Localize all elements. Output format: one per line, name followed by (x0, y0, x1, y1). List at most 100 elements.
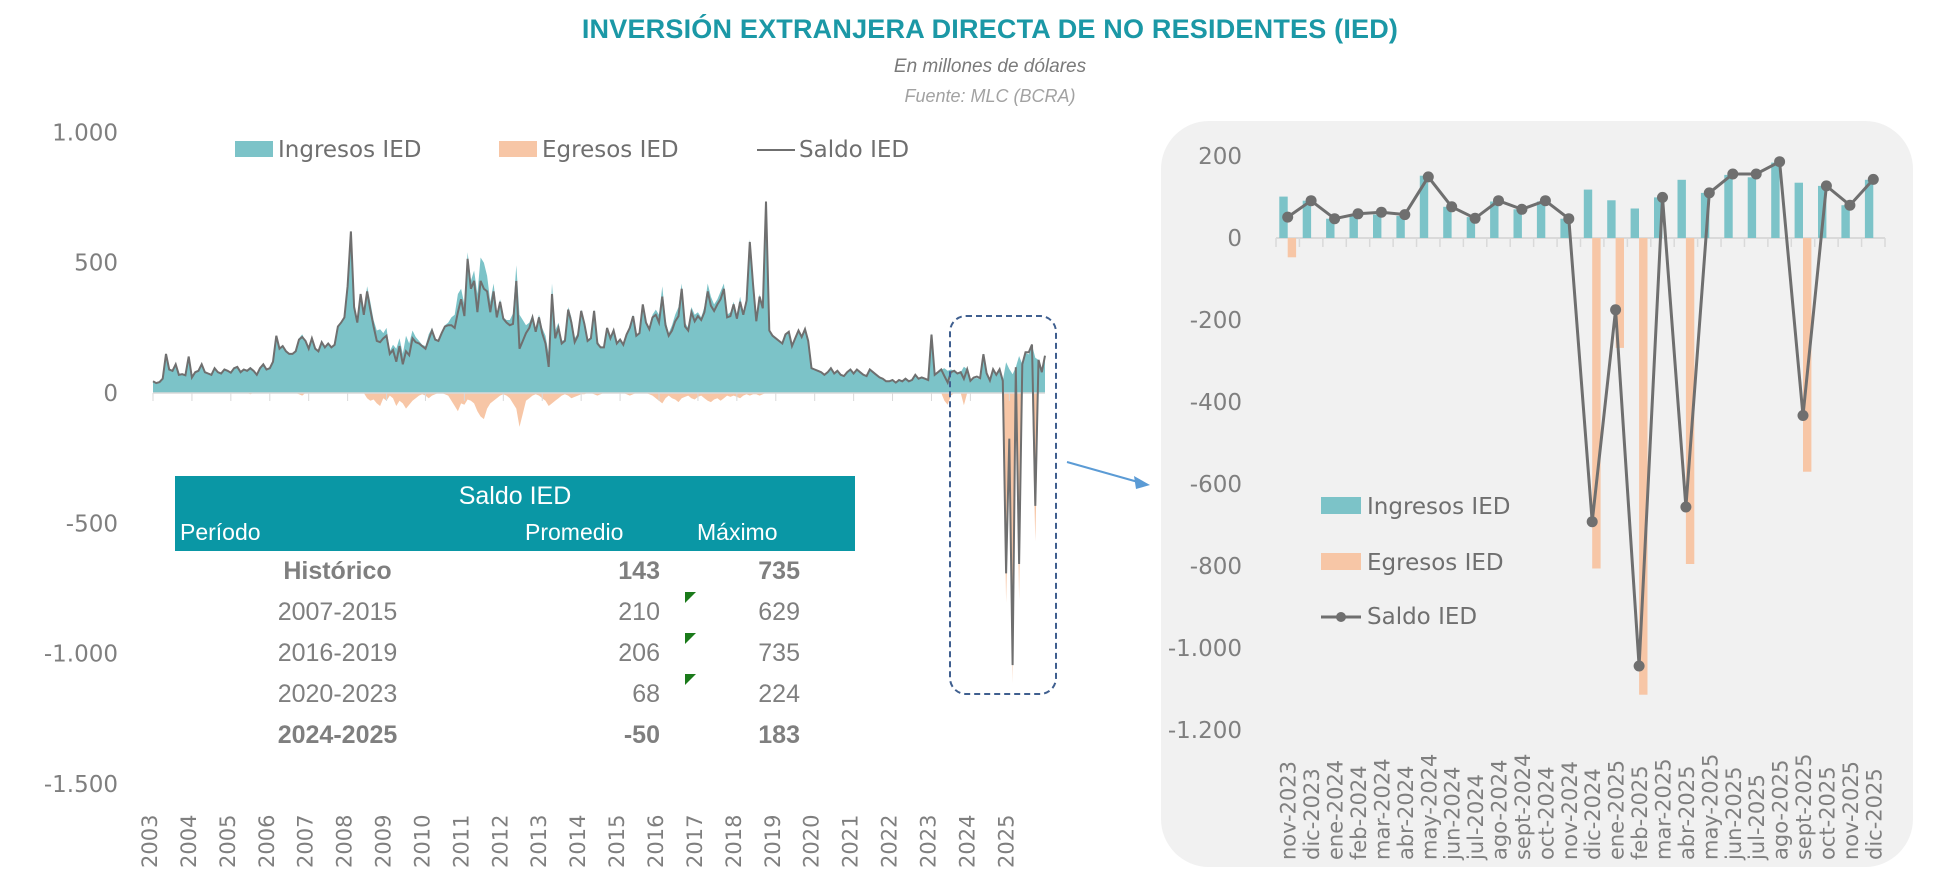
ingresos-bar (1536, 201, 1546, 238)
x-tick-label: mar-2025 (1651, 758, 1675, 860)
x-tick-label: oct-2025 (1815, 766, 1839, 860)
cell-period: 2024-2025 (277, 721, 398, 749)
x-tick-label: 2022 (878, 815, 902, 868)
y-tick-label: 0 (1227, 226, 1242, 252)
error-flag-icon (685, 674, 696, 685)
cell-period: 2016-2019 (277, 639, 398, 667)
ingresos-bar (1724, 174, 1733, 238)
ingresos-bar (1677, 179, 1686, 238)
legend-swatch-egresos (1321, 553, 1361, 570)
stats-table-body: Histórico 143 735 2007-2015 210 629 2016… (175, 551, 855, 756)
cell-average: -50 (623, 721, 660, 749)
legend-swatch-ingresos (235, 141, 273, 157)
legend-label-saldo: Saldo IED (1367, 604, 1477, 630)
stats-table-header: Saldo IED Período Promedio Máximo (175, 476, 855, 551)
ingresos-bar (1443, 206, 1452, 238)
legend-swatch-egresos (499, 141, 537, 157)
legend-marker-saldo (1336, 612, 1346, 622)
ingresos-area (153, 201, 1045, 393)
y-tick-label: -500 (66, 511, 118, 537)
x-tick-label: 2023 (916, 815, 940, 868)
x-tick-label: 2011 (449, 815, 473, 868)
egresos-bar (1615, 238, 1624, 348)
ingresos-bar (1466, 217, 1476, 238)
ingresos-bar (1864, 179, 1874, 238)
ingresos-bar (1560, 218, 1569, 238)
ingresos-bar (1583, 189, 1593, 238)
saldo-point (1657, 191, 1668, 203)
detail-chart: 200 0 -200 -400 -600 -800 -1.000 -1.200 nov-2023… (1168, 144, 1886, 861)
saldo-point (1820, 180, 1832, 192)
y-tick-label: -600 (1190, 472, 1242, 498)
y-tick-label: 200 (1198, 144, 1242, 170)
x-tick-label: sept-2025 (1792, 754, 1816, 860)
x-tick-label: 2024 (955, 815, 979, 868)
saldo-point (1516, 203, 1528, 215)
saldo-point (1633, 660, 1645, 672)
saldo-point (1399, 209, 1411, 221)
ingresos-bar (1513, 209, 1522, 238)
x-tick-label: 2019 (761, 815, 785, 868)
chart-title: INVERSIÓN EXTRANJERA DIRECTA DE NO RESID… (581, 14, 1399, 44)
col-header-period: Período (180, 519, 261, 545)
saldo-point (1493, 195, 1504, 207)
cell-average: 206 (618, 639, 660, 667)
x-tick-label: 2006 (255, 815, 279, 868)
cell-period: Histórico (283, 557, 392, 585)
egresos-bar (1639, 238, 1648, 695)
error-flag-icon (685, 633, 696, 644)
stats-table: Saldo IED Período Promedio Máximo Histór… (175, 476, 855, 756)
x-tick-label: 2007 (294, 815, 318, 868)
egresos-bar (1592, 238, 1601, 569)
ingresos-bar (1841, 205, 1850, 238)
saldo-point (1797, 410, 1809, 421)
x-tick-label: abr-2024 (1394, 765, 1418, 860)
x-tick-label: jul-2025 (1745, 774, 1769, 861)
x-tick-label: 2017 (683, 815, 707, 868)
legend-label-ingresos: Ingresos IED (278, 137, 421, 163)
x-tick-label: 2025 (994, 815, 1018, 868)
x-tick-label: nov-2024 (1558, 761, 1582, 860)
ingresos-bar (1326, 218, 1335, 238)
cell-max: 183 (758, 721, 800, 749)
ingresos-bar (1302, 200, 1312, 238)
saldo-point (1305, 195, 1317, 207)
col-header-average: Promedio (525, 519, 624, 545)
ingresos-bar (1349, 214, 1358, 238)
error-flag-icon (685, 592, 696, 603)
arrow-icon (1066, 461, 1150, 489)
table-row: 2020-2023 68 224 (175, 674, 855, 715)
saldo-point (1422, 171, 1434, 183)
cell-average: 143 (618, 557, 660, 585)
legend-label-egresos: Egresos IED (542, 137, 679, 163)
x-tick-label: 2009 (372, 815, 396, 868)
chart-subtitle: En millones de dólares (893, 56, 1087, 77)
x-tick-label: ago-2025 (1769, 760, 1793, 860)
x-tick-label: feb-2024 (1347, 765, 1371, 860)
ingresos-bar (1700, 192, 1710, 238)
table-row: Histórico 143 735 (175, 551, 855, 592)
egresos-bar (1803, 238, 1812, 472)
egresos-bar (1685, 238, 1695, 564)
egresos-bar (1287, 238, 1297, 258)
cell-max: 629 (758, 598, 800, 626)
ingresos-bar (1607, 200, 1616, 238)
cell-period: 2007-2015 (277, 598, 398, 626)
ingresos-bar (1818, 185, 1827, 238)
y-tick-label: -200 (1190, 308, 1242, 334)
legend-label-ingresos: Ingresos IED (1367, 494, 1510, 520)
cell-max: 735 (758, 557, 800, 585)
cell-period: 2020-2023 (277, 680, 398, 708)
saldo-point (1750, 168, 1762, 180)
x-tick-label: 2008 (333, 815, 357, 868)
saldo-point (1844, 199, 1856, 211)
x-tick-label: may-2024 (1417, 754, 1441, 860)
saldo-point (1867, 173, 1879, 185)
saldo-point (1774, 156, 1786, 168)
y-tick-label: 0 (103, 381, 118, 407)
x-tick-label: dic-2023 (1300, 768, 1324, 860)
saldo-point (1703, 187, 1715, 199)
x-tick-label: 2021 (839, 815, 863, 868)
table-row: 2016-2019 206 735 (175, 633, 855, 674)
